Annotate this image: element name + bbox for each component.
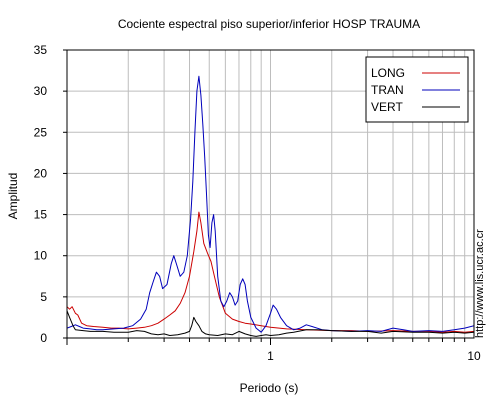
axes: 0 5 10 15 20 25 30 35 1 10 [34,43,481,363]
y-tick-label: 0 [40,331,47,345]
y-axis-label: Amplitud [6,173,20,220]
y-tick-label: 5 [40,290,47,304]
legend-label-tran: TRAN [371,83,404,97]
series-lines [67,75,474,337]
series-line-tran [67,75,474,333]
y-tick-label: 25 [34,125,48,139]
series-line-long [67,211,474,333]
y-tick-label: 10 [34,249,48,263]
y-tick-label: 30 [34,84,48,98]
chart-title: Cociente espectral piso superior/inferio… [118,17,420,31]
grid-lines [66,49,474,339]
x-tick-label: 10 [467,349,481,363]
legend-label-long: LONG [371,66,405,80]
legend-label-vert: VERT [371,100,403,114]
y-tick-label: 35 [34,43,48,57]
y-tick-label: 20 [34,166,48,180]
y-tick-label: 15 [34,208,48,222]
x-axis-label: Periodo (s) [240,381,299,395]
source-url-text: http://www.lis.ucr.ac.cr [474,229,486,338]
series-line-vert [67,310,474,337]
x-tick-label: 1 [267,349,274,363]
legend: LONG TRAN VERT [365,56,469,123]
